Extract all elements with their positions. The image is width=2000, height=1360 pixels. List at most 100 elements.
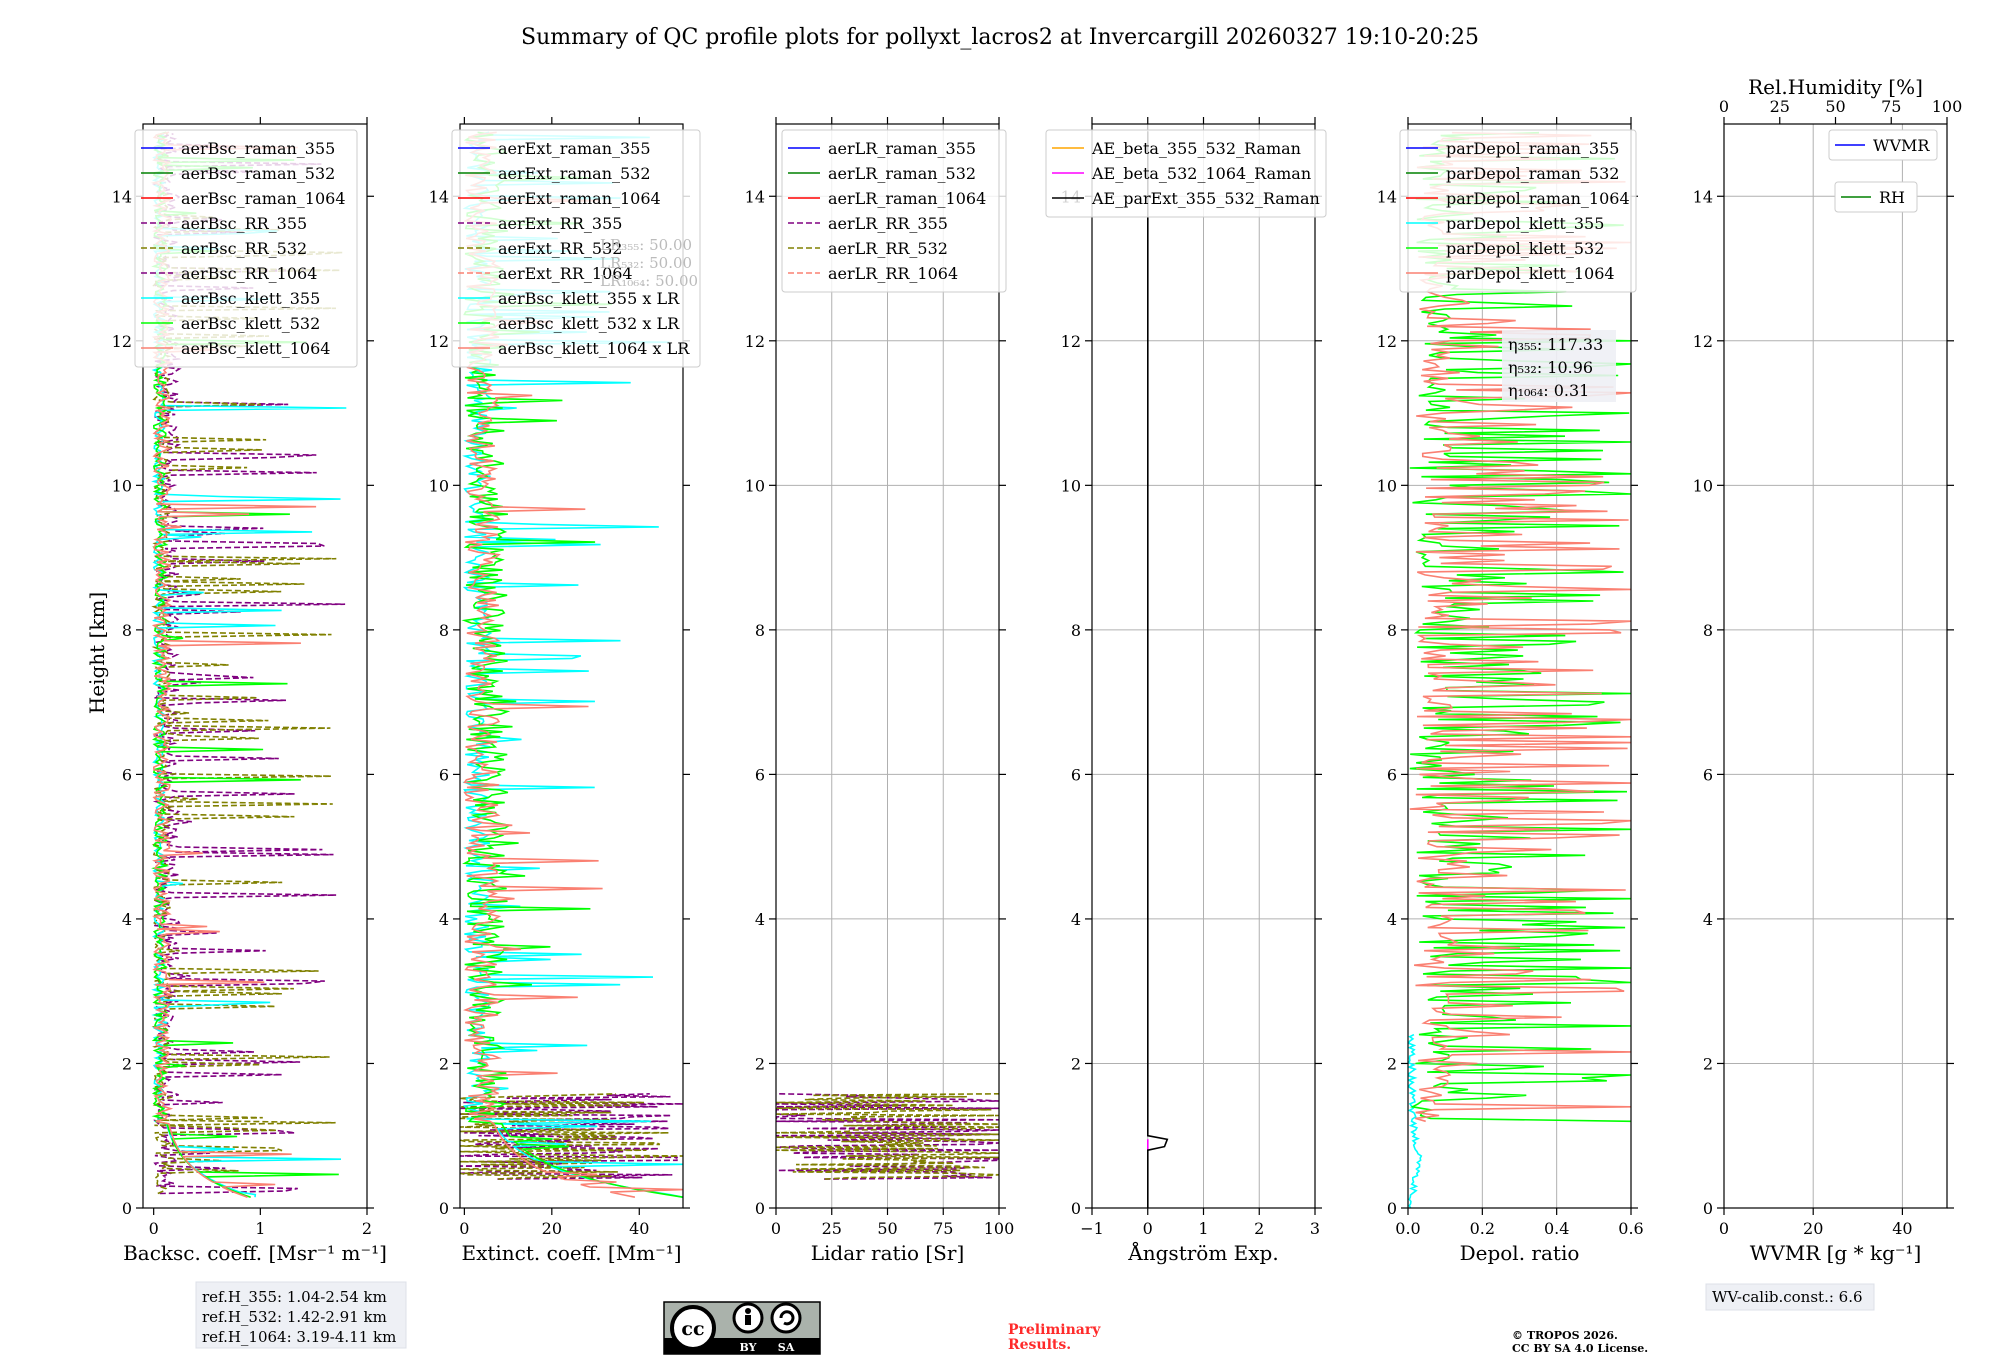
wv-calib-box: WV-calib.const.: 6.6 xyxy=(1705,1283,1875,1311)
lr-value: LR₃₅₅: 50.00 xyxy=(600,236,692,254)
x-tick-label: 2 xyxy=(1254,1219,1264,1238)
y-tick-label: 4 xyxy=(1071,910,1081,929)
annotation-dep: η₃₅₅: 117.33 η₅₃₂: 10.96 η₁₀₆₄: 0.31 xyxy=(1502,330,1616,402)
legend-label: RH xyxy=(1879,188,1905,207)
legend-label: aerExt_raman_1064 xyxy=(498,189,661,208)
series-AE_parExt_355_532_Raman xyxy=(1147,131,1169,1208)
x-tick-label: 0 xyxy=(771,1219,781,1238)
legend-label: aerBsc_RR_532 xyxy=(181,239,307,258)
legend-label: aerBsc_RR_1064 xyxy=(181,264,317,283)
y-tick-label: 14 xyxy=(745,187,765,206)
panel-ae: −1012302468101214Ångström Exp.AE_beta_35… xyxy=(1045,117,1327,1265)
cc-logo-text: cc xyxy=(681,1318,704,1340)
y-tick-label: 8 xyxy=(439,621,449,640)
y-tick-label: 4 xyxy=(439,910,449,929)
panel-lr: 0 25 50 75 100 0 2 4 6 8 10 12 14 Lidar ratio [Sr] aer… xyxy=(745,117,1014,1265)
x-axis-label: Backsc. coeff. [Msr⁻¹ m⁻¹] xyxy=(123,1241,387,1265)
x-tick-label: 0.4 xyxy=(1544,1219,1569,1238)
y-tick-label: 12 xyxy=(112,332,132,351)
top-tick-label: 50 xyxy=(1825,97,1845,116)
y-tick-label: 2 xyxy=(439,1054,449,1073)
legend-label: parDepol_raman_1064 xyxy=(1446,189,1630,208)
legend-label: parDepol_klett_355 xyxy=(1446,214,1604,233)
legend-ext: aerExt_raman_355 aerExt_raman_532 aerExt_r… xyxy=(451,129,701,368)
legend-label: aerLR_RR_532 xyxy=(828,239,948,258)
y-tick-label: 4 xyxy=(755,910,765,929)
axes-frame xyxy=(1407,123,1632,1209)
legend-WVMR: WVMR xyxy=(1828,129,1938,161)
sa-label: SA xyxy=(778,1341,795,1354)
legend-label: aerExt_RR_1064 xyxy=(498,264,633,283)
y-tick-label: 6 xyxy=(1071,765,1081,784)
y-tick-label: 2 xyxy=(755,1054,765,1073)
y-tick-label: 14 xyxy=(1377,187,1397,206)
y-tick-label: 2 xyxy=(1387,1054,1397,1073)
legend-label: aerLR_raman_532 xyxy=(828,164,976,183)
copyright-line1: © TROPOS 2026. xyxy=(1512,1329,1618,1342)
top-tick-label: 0 xyxy=(1719,97,1729,116)
y-tick-label: 2 xyxy=(122,1054,132,1073)
panel-dep: 0.0 0.2 0.4 0.6 0 2 4 6 8 10 12 14 Depol. ratio parDe… xyxy=(1377,117,1644,1265)
x-tick-label: −1 xyxy=(1080,1219,1104,1238)
axes-frame xyxy=(459,123,684,1209)
y-tick-label: 0 xyxy=(122,1199,132,1218)
x-tick-label: 25 xyxy=(822,1219,842,1238)
x-tick-label: 1 xyxy=(255,1219,265,1238)
ref-heights-box: ref.H_355: 1.04-2.54 km ref.H_532: 1.42-… xyxy=(195,1281,407,1349)
legend-label: aerBsc_klett_532 x LR xyxy=(498,314,680,333)
legend-label: aerBsc_klett_1064 xyxy=(181,339,330,358)
x-axis-label: Extinct. coeff. [Mm⁻¹] xyxy=(461,1241,681,1265)
x-tick-label: 0.6 xyxy=(1618,1219,1643,1238)
x-axis-label: Depol. ratio xyxy=(1460,1241,1580,1265)
y-tick-label: 6 xyxy=(755,765,765,784)
ref-height-1064: ref.H_1064: 3.19-4.11 km xyxy=(202,1328,396,1346)
panel-ext: 0 20 40 0 2 4 6 8 10 12 14 Extinct. coeff. [Mm⁻¹] ae… xyxy=(429,117,701,1265)
wv-calib-constant: WV-calib.const.: 6.6 xyxy=(1712,1288,1863,1306)
legend-label: parDepol_klett_1064 xyxy=(1446,264,1615,283)
legend-label: AE_beta_355_532_Raman xyxy=(1091,139,1301,158)
series-aerBsc_RR_355 xyxy=(151,133,346,1195)
series-parDepol_klett_532 xyxy=(1409,131,1631,1123)
top-tick-label: 75 xyxy=(1881,97,1901,116)
share-alike-icon xyxy=(770,1302,802,1334)
y-tick-label: 6 xyxy=(1387,765,1397,784)
ref-height-532: ref.H_532: 1.42-2.91 km xyxy=(202,1308,387,1326)
x-axis-label: WVMR [g * kg⁻¹] xyxy=(1750,1241,1922,1265)
y-tick-label: 10 xyxy=(1693,476,1713,495)
series-aerBsc_RR_532 xyxy=(151,133,343,1195)
x-tick-label: 0.0 xyxy=(1395,1219,1420,1238)
y-tick-label: 8 xyxy=(1387,621,1397,640)
y-axis-label: Height [km] xyxy=(85,592,109,714)
x-tick-label: 0 xyxy=(1719,1219,1729,1238)
y-tick-label: 12 xyxy=(1061,332,1081,351)
y-tick-label: 12 xyxy=(1377,332,1397,351)
series-parDepol_klett_355 xyxy=(1408,1033,1423,1208)
top-tick-label: 25 xyxy=(1770,97,1790,116)
legend-lr: aerLR_raman_355 aerLR_raman_532 aerLR_rama… xyxy=(781,129,1007,293)
y-tick-label: 0 xyxy=(755,1199,765,1218)
x-tick-label: 3 xyxy=(1310,1219,1320,1238)
legend-label: aerExt_raman_532 xyxy=(498,164,651,183)
preliminary-label-line1: Preliminary xyxy=(1008,1322,1101,1338)
y-tick-label: 2 xyxy=(1071,1054,1081,1073)
y-tick-label: 6 xyxy=(1703,765,1713,784)
legend-label: AE_beta_532_1064_Raman xyxy=(1091,164,1311,183)
legend-label: aerExt_RR_355 xyxy=(498,214,622,233)
legend-label: aerLR_RR_1064 xyxy=(828,264,958,283)
series-aerExt_RR_532 xyxy=(460,1093,683,1180)
by-label: BY xyxy=(740,1341,757,1354)
legend-label: aerBsc_klett_355 x LR xyxy=(498,289,680,308)
legend-ae: AE_beta_355_532_Raman AE_beta_532_1064_Ra… xyxy=(1045,129,1327,218)
y-tick-label: 14 xyxy=(1693,187,1713,206)
ref-height-355: ref.H_355: 1.04-2.54 km xyxy=(202,1288,387,1306)
y-tick-label: 6 xyxy=(122,765,132,784)
x-tick-label: 75 xyxy=(933,1219,953,1238)
axes-frame xyxy=(142,123,368,1209)
figure-title: Summary of QC profile plots for pollyxt_… xyxy=(521,25,1479,50)
y-tick-label: 6 xyxy=(439,765,449,784)
x-tick-label: 40 xyxy=(629,1219,649,1238)
x-tick-label: 1 xyxy=(1198,1219,1208,1238)
y-tick-label: 10 xyxy=(112,476,132,495)
